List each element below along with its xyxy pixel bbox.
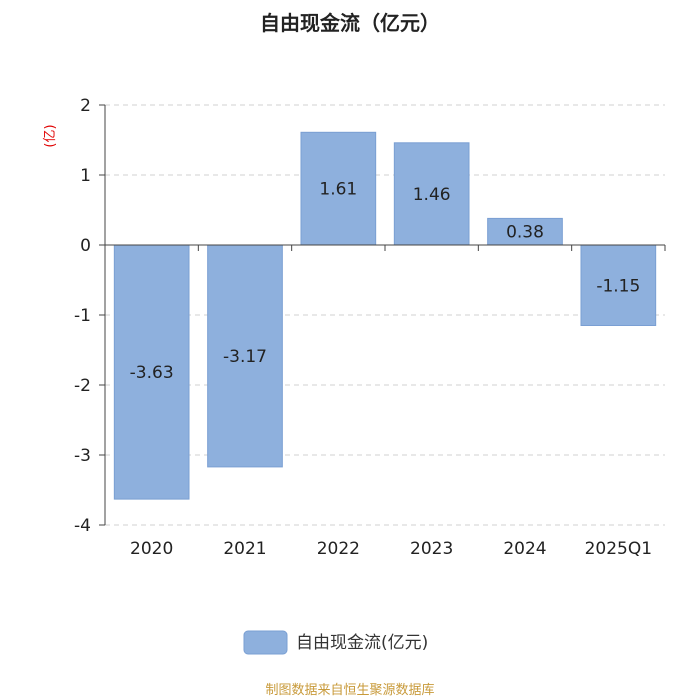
x-tick-label: 2023 <box>410 539 453 559</box>
y-axis-unit: (亿) <box>43 124 58 147</box>
x-tick-label: 2020 <box>130 539 173 559</box>
y-tick-label: -4 <box>74 516 91 536</box>
y-tick-label: -2 <box>74 376 91 396</box>
legend-swatch <box>243 630 288 655</box>
data-label: -3.17 <box>223 347 267 367</box>
data-labels: -3.63 -3.17 1.61 1.46 0.38 -1.15 <box>130 180 641 383</box>
bars <box>113 131 657 500</box>
source-note: 制图数据来自恒生聚源数据库 <box>265 682 434 698</box>
x-tick-labels: 2020 2021 2022 2023 2024 2025Q1 <box>130 539 652 559</box>
bar-2020[interactable] <box>113 244 190 500</box>
x-tick-label: 2024 <box>503 539 546 559</box>
data-label: -1.15 <box>596 276 640 296</box>
y-tick-label: 0 <box>80 236 91 256</box>
y-tick-labels: 2 1 0 -1 -2 -3 -4 <box>74 96 91 536</box>
y-tick-label: 1 <box>80 166 91 186</box>
x-tick-label: 2021 <box>223 539 266 559</box>
legend-label: 自由现金流(亿元) <box>296 633 428 653</box>
x-tick-label: 2025Q1 <box>585 539 652 559</box>
x-tick-label: 2022 <box>317 539 360 559</box>
data-label: 0.38 <box>506 223 544 243</box>
bar-2021[interactable] <box>207 244 283 468</box>
y-tick-label: -3 <box>74 446 91 466</box>
axes <box>99 104 666 526</box>
chart-title: 自由现金流（亿元） <box>260 11 440 35</box>
y-tick-label: 2 <box>80 96 91 116</box>
data-label: 1.61 <box>319 180 357 200</box>
bar-2025q1[interactable] <box>580 244 657 326</box>
data-label: 1.46 <box>413 185 451 205</box>
data-label: -3.63 <box>130 363 174 383</box>
y-tick-label: -1 <box>74 306 91 326</box>
legend[interactable]: 自由现金流(亿元) <box>243 630 428 655</box>
